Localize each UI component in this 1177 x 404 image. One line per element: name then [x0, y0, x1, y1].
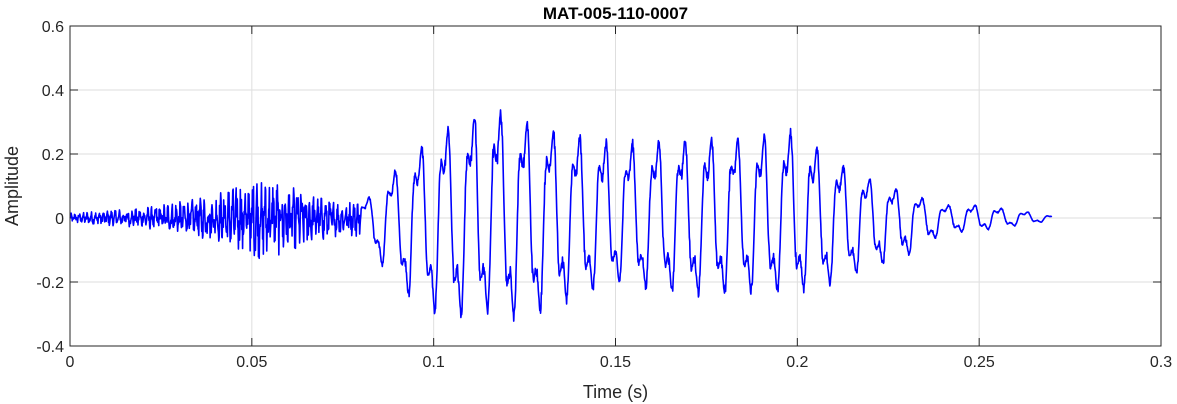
y-tick-label: 0.4 — [42, 83, 64, 100]
y-tick-label: -0.2 — [36, 275, 64, 292]
y-tick-label: 0 — [55, 211, 64, 228]
grid-lines — [69, 25, 1162, 347]
x-tick-label: 0.1 — [423, 354, 445, 371]
x-tick-label: 0.25 — [964, 354, 995, 371]
y-tick-label: 0.2 — [42, 147, 64, 164]
y-tick-label: -0.4 — [36, 339, 64, 356]
waveform-line — [69, 109, 1053, 322]
chart-title: MAT-005-110-0007 — [543, 4, 688, 23]
x-tick-label: 0.3 — [1150, 354, 1172, 371]
y-axis-ticks: -0.4 -0.2 0 0.2 0.4 0.6 — [36, 19, 1161, 356]
x-tick-label: 0.05 — [236, 354, 267, 371]
x-axis-label: Time (s) — [583, 382, 648, 402]
y-axis-label: Amplitude — [2, 146, 22, 226]
x-axis-ticks: 0 0.05 0.1 0.15 0.2 0.25 0.3 — [66, 26, 1172, 371]
x-tick-label: 0.2 — [786, 354, 808, 371]
x-tick-label: 0 — [66, 354, 75, 371]
y-tick-label: 0.6 — [42, 19, 64, 36]
plot-frame — [69, 25, 1162, 347]
x-tick-label: 0.15 — [600, 354, 631, 371]
